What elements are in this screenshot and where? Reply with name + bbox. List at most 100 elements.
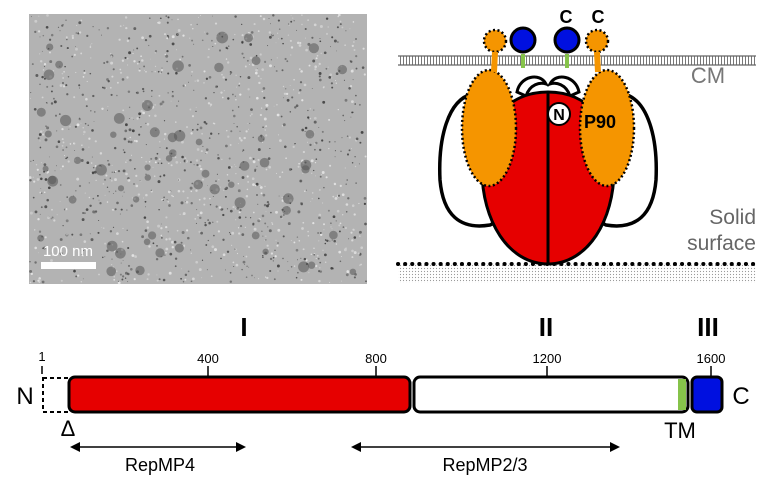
micrograph-grain: [167, 200, 170, 203]
micrograph-grain: [323, 229, 325, 231]
micrograph-grain: [287, 261, 289, 263]
micrograph-grain: [267, 226, 269, 228]
micrograph-grain: [204, 223, 207, 227]
micrograph-grain: [177, 29, 181, 32]
micrograph-grain: [319, 25, 323, 28]
micrograph-particle: [149, 127, 160, 138]
micrograph-grain: [78, 84, 81, 87]
micrograph-grain: [91, 43, 93, 45]
micrograph-grain: [224, 78, 228, 81]
domain-II-bar: [412, 375, 690, 414]
micrograph-grain: [321, 171, 325, 174]
micrograph-grain: [345, 203, 349, 206]
micrograph-grain: [243, 255, 244, 257]
micrograph-grain: [323, 86, 325, 88]
micrograph-grain: [321, 139, 324, 142]
micrograph-grain: [239, 76, 242, 78]
micrograph-grain: [311, 198, 313, 200]
micrograph-grain: [79, 233, 83, 237]
micrograph-grain: [103, 62, 106, 64]
micrograph-grain: [228, 157, 231, 160]
micrograph-grain: [34, 210, 38, 214]
micrograph-grain: [310, 159, 314, 163]
micrograph-particle: [48, 175, 57, 185]
micrograph-grain: [168, 271, 172, 275]
micrograph-grain: [364, 155, 367, 158]
micrograph-grain: [179, 58, 182, 61]
micrograph-grain: [225, 58, 228, 60]
micrograph-grain: [39, 191, 42, 194]
micrograph-grain: [75, 32, 78, 34]
micrograph-grain: [156, 152, 159, 155]
micrograph-grain: [187, 270, 190, 273]
deleted-n-segment: [42, 377, 71, 413]
micrograph-particle: [106, 266, 116, 277]
micrograph-grain: [317, 257, 320, 260]
micrograph-grain: [111, 264, 113, 266]
micrograph-grain: [358, 103, 361, 106]
micrograph-grain: [330, 226, 332, 228]
delta-label: Δ: [61, 416, 76, 441]
micrograph-grain: [339, 20, 342, 23]
micrograph-grain: [72, 142, 76, 145]
micrograph-grain: [229, 232, 231, 234]
micrograph-grain: [316, 54, 319, 57]
micrograph-grain: [180, 277, 182, 280]
micrograph-grain: [145, 70, 147, 73]
micrograph-grain: [236, 86, 238, 88]
micrograph-grain: [39, 146, 42, 149]
micrograph-grain: [156, 279, 159, 282]
micrograph-grain: [318, 279, 321, 283]
micrograph-grain: [237, 183, 239, 185]
micrograph-grain: [281, 125, 284, 127]
micrograph-grain: [51, 208, 53, 211]
micrograph-grain: [207, 239, 209, 242]
micrograph-grain: [162, 278, 166, 282]
micrograph-grain: [32, 196, 35, 199]
micrograph-grain: [81, 144, 83, 146]
micrograph-grain: [206, 269, 208, 271]
micrograph-grain: [107, 109, 108, 111]
micrograph-grain: [249, 43, 253, 46]
micrograph-grain: [110, 93, 113, 96]
micrograph-grain: [325, 32, 329, 35]
micrograph-grain: [182, 212, 186, 216]
micrograph-particle: [148, 231, 157, 240]
micrograph-grain: [51, 85, 54, 88]
right-c-domain: [553, 26, 581, 54]
micrograph-noise: [28, 13, 367, 285]
micrograph-grain: [166, 199, 168, 201]
micrograph-grain: [318, 213, 322, 217]
left-leg-neck: [491, 51, 498, 73]
micrograph-grain: [110, 55, 113, 58]
micrograph-grain: [107, 159, 109, 162]
micrograph-grain: [127, 177, 130, 180]
micrograph-grain: [256, 165, 258, 167]
micrograph-grain: [90, 172, 92, 174]
micrograph-grain: [102, 256, 104, 259]
micrograph-grain: [300, 201, 303, 205]
micrograph-grain: [123, 191, 125, 193]
micrograph-grain: [275, 210, 278, 214]
micrograph-grain: [254, 71, 258, 75]
micrograph-grain: [66, 196, 68, 198]
micrograph-grain: [260, 78, 262, 80]
micrograph-grain: [289, 168, 292, 171]
micrograph-grain: [268, 18, 270, 19]
micrograph-grain: [146, 278, 149, 281]
micrograph-grain: [156, 274, 158, 276]
micrograph-grain: [190, 132, 193, 135]
micrograph-grain: [116, 201, 119, 205]
micrograph-particle: [257, 135, 265, 143]
micrograph-grain: [204, 31, 206, 33]
micrograph-grain: [137, 193, 141, 196]
micrograph-grain: [162, 199, 164, 202]
micrograph-grain: [124, 16, 128, 19]
micrograph-grain: [267, 203, 270, 206]
micrograph-grain: [350, 231, 353, 234]
micrograph-grain: [101, 107, 104, 111]
micrograph-grain: [29, 281, 32, 284]
micrograph-grain: [230, 130, 233, 133]
micrograph-grain: [351, 148, 352, 150]
micrograph-grain: [191, 182, 194, 185]
